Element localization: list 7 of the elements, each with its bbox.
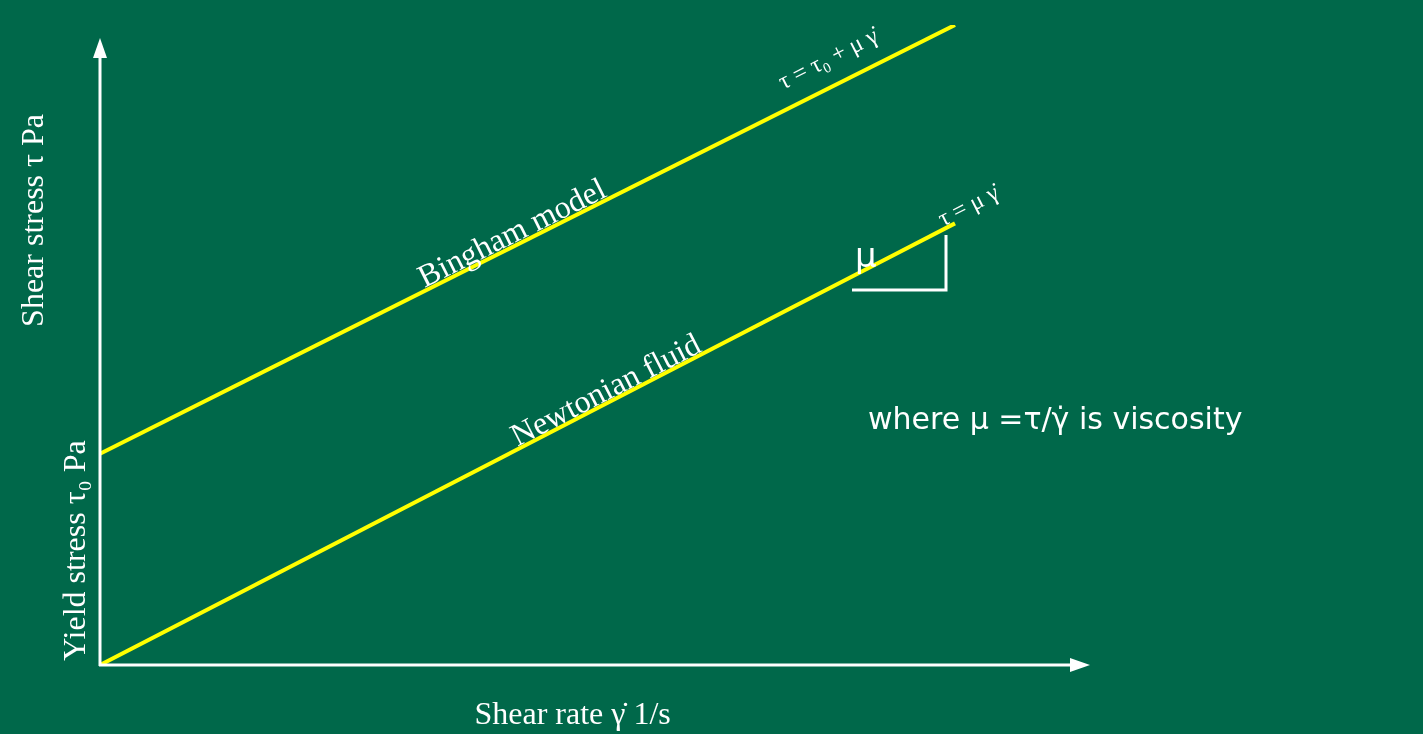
annotation: τ = μ γ̇: [932, 178, 1003, 232]
x-axis-title: Shear rate γ̇ 1/s: [474, 694, 671, 732]
y-axis-title: Shear stress τ Pa: [13, 113, 51, 327]
annotation: τ = τ₀ + μ γ̇: [773, 21, 883, 95]
annotation: where μ =τ/γ̇ is viscosity: [868, 400, 1243, 436]
annotation: μ: [855, 235, 877, 275]
annotation: Yield stress τ₀ Pa: [55, 439, 93, 661]
